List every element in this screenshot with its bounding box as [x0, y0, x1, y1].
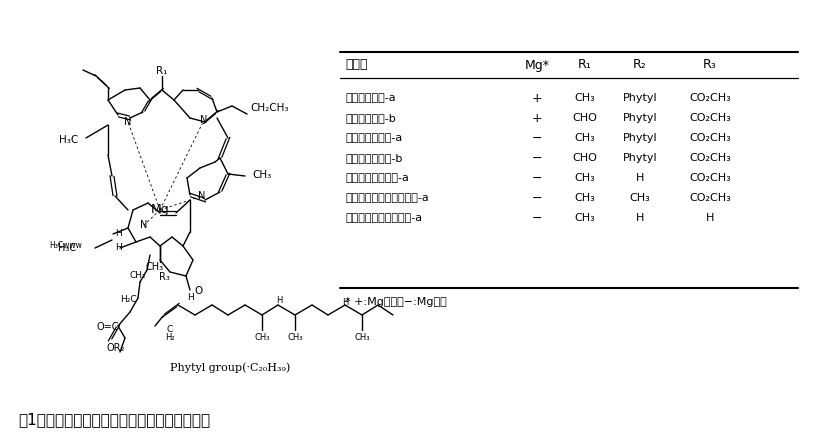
Text: CH₃: CH₃ [574, 133, 596, 143]
Text: H: H [706, 213, 714, 223]
Text: +: + [532, 92, 543, 105]
Text: メチルフェオホルバイド-a: メチルフェオホルバイド-a [345, 193, 428, 203]
Text: CHO: CHO [573, 153, 597, 163]
Text: CH₃: CH₃ [574, 213, 596, 223]
Text: 色素類: 色素類 [345, 58, 367, 72]
Text: CH₃: CH₃ [146, 262, 164, 272]
Text: Phytyl: Phytyl [623, 93, 658, 103]
Text: OR₂: OR₂ [107, 343, 125, 353]
Text: フェオホルバイド-a: フェオホルバイド-a [345, 173, 409, 183]
Text: −: − [532, 191, 543, 205]
Text: R₁: R₁ [157, 66, 167, 76]
Text: CHO: CHO [573, 113, 597, 123]
Text: H: H [187, 292, 193, 302]
Text: R₂: R₂ [633, 58, 647, 72]
Text: R₃: R₃ [159, 272, 170, 282]
Text: H₃C: H₃C [58, 243, 76, 253]
Text: O: O [194, 286, 202, 296]
Text: −: − [532, 211, 543, 224]
Text: Phytyl: Phytyl [623, 113, 658, 123]
Text: CH₂: CH₂ [130, 271, 146, 279]
Text: * +:Mg有り；−:Mg無し: * +:Mg有り；−:Mg無し [345, 297, 446, 307]
Text: N: N [124, 117, 131, 127]
Text: −: − [532, 171, 543, 185]
Text: Phytyl: Phytyl [623, 153, 658, 163]
Text: H₂C: H₂C [120, 295, 136, 304]
Text: CH₃: CH₃ [287, 332, 303, 341]
Text: O=C: O=C [97, 322, 119, 332]
Text: CH₃: CH₃ [574, 93, 596, 103]
Text: H: H [276, 296, 282, 305]
Text: H: H [636, 213, 644, 223]
Text: −: − [532, 132, 543, 145]
Text: N: N [200, 115, 208, 125]
Text: CH₂CH₃: CH₂CH₃ [250, 103, 289, 113]
Text: R₃: R₃ [703, 58, 717, 72]
Text: CH₃: CH₃ [252, 170, 271, 180]
Text: C: C [167, 325, 173, 335]
Text: Phytyl group(·C₂₀H₃₉): Phytyl group(·C₂₀H₃₉) [170, 363, 290, 373]
Text: CH₃: CH₃ [255, 332, 270, 341]
Text: CH₃: CH₃ [630, 193, 650, 203]
Text: ピロフェオホルバイド-a: ピロフェオホルバイド-a [345, 213, 422, 223]
Text: CO₂CH₃: CO₂CH₃ [690, 113, 731, 123]
Text: クロロフィル-b: クロロフィル-b [345, 113, 396, 123]
Text: H: H [636, 173, 644, 183]
Text: CH₃: CH₃ [574, 173, 596, 183]
Text: フェオフィチン-a: フェオフィチン-a [345, 133, 402, 143]
Text: クロロフィル-a: クロロフィル-a [345, 93, 396, 103]
Text: H₃Cwww: H₃Cwww [49, 240, 82, 250]
Text: −: − [532, 151, 543, 165]
Text: +: + [532, 112, 543, 125]
Text: CO₂CH₃: CO₂CH₃ [690, 133, 731, 143]
Text: CO₂CH₃: CO₂CH₃ [690, 173, 731, 183]
Text: N: N [198, 191, 206, 201]
Text: R₁: R₁ [578, 58, 592, 72]
Text: H: H [114, 243, 122, 252]
Text: フェオフィチン-b: フェオフィチン-b [345, 153, 402, 163]
Text: Mg*: Mg* [525, 58, 549, 72]
Text: H: H [342, 298, 348, 307]
Text: N: N [140, 220, 148, 230]
Text: CO₂CH₃: CO₂CH₃ [690, 193, 731, 203]
Text: CH₃: CH₃ [354, 332, 370, 341]
Text: H: H [114, 230, 122, 239]
Text: H₃C: H₃C [59, 135, 78, 145]
Text: Phytyl: Phytyl [623, 133, 658, 143]
Text: 図1　クロロフィル及び関連する色素類の構造: 図1 クロロフィル及び関連する色素類の構造 [18, 413, 211, 428]
Text: CO₂CH₃: CO₂CH₃ [690, 93, 731, 103]
Text: Mg: Mg [151, 203, 170, 217]
Text: H₂: H₂ [165, 333, 175, 343]
Text: CH₃: CH₃ [574, 193, 596, 203]
Text: CO₂CH₃: CO₂CH₃ [690, 153, 731, 163]
